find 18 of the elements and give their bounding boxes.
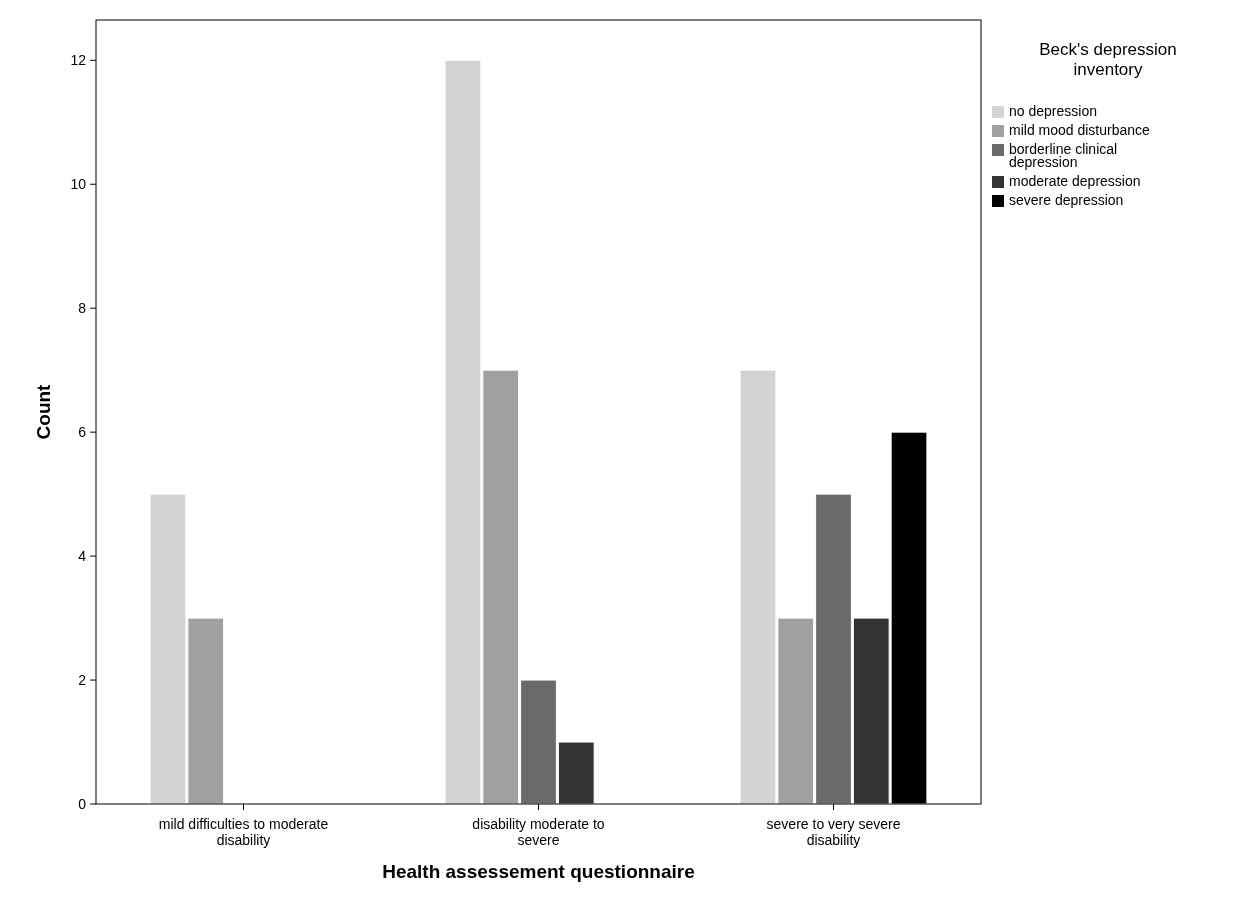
y-axis-title: Count <box>33 383 54 440</box>
y-tick-label: 6 <box>78 424 87 441</box>
y-tick-label: 4 <box>78 548 87 565</box>
x-tick-label: mild difficulties to moderate disability <box>158 816 329 848</box>
legend-title: Beck's depression inventory <box>1039 40 1177 79</box>
legend-label: no depression <box>1009 103 1097 119</box>
x-tick-label: severe to very severe disability <box>766 816 901 848</box>
legend-label: mild mood disturbance <box>1009 122 1151 138</box>
x-axis-title: Health assessement questionnaire <box>382 861 695 882</box>
y-tick-label: 0 <box>78 796 87 812</box>
legend-label: severe depression <box>1009 192 1124 208</box>
y-tick-label: 10 <box>70 176 87 193</box>
y-tick-label: 8 <box>78 300 87 317</box>
y-tick-label: 12 <box>70 52 87 69</box>
x-tick-label: disability moderate to severe <box>472 816 605 848</box>
legend-label: borderline clinical depression <box>1009 141 1118 170</box>
y-tick-label: 2 <box>78 672 87 689</box>
legend-label: moderate depression <box>1009 173 1141 189</box>
